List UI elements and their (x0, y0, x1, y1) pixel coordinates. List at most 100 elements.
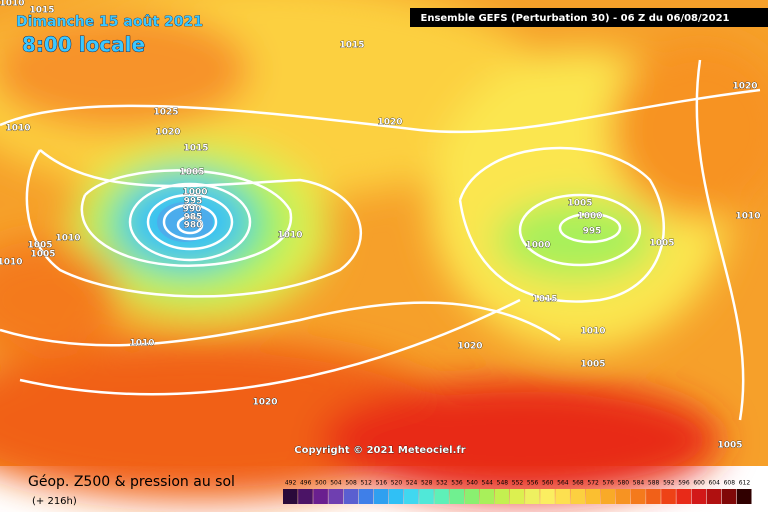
colorbar-swatch (434, 489, 449, 504)
colorbar-swatch (358, 489, 374, 504)
colorbar-label: 580 (618, 480, 630, 487)
colorbar-swatch (676, 489, 691, 504)
colorbar-label: 540 (466, 480, 478, 487)
isobar-label: 990 (183, 205, 202, 215)
colorbar-label: 612 (739, 480, 751, 487)
colorbar-label: 496 (300, 480, 312, 487)
isobar-label: 1020 (155, 128, 180, 138)
colorbar-label: 584 (633, 480, 645, 487)
colorbar-swatch (343, 489, 359, 504)
colorbar-label: 608 (724, 480, 736, 487)
colorbar-swatch (373, 489, 389, 504)
isobar-label: 1015 (183, 144, 208, 154)
colorbar-swatch (328, 489, 344, 504)
isobar-label: 1010 (0, 0, 25, 9)
isobar-label: 1020 (732, 82, 757, 92)
isobar-label: 995 (583, 227, 602, 237)
colorbar-label: 504 (330, 480, 342, 487)
colorbar-label: 508 (345, 480, 357, 487)
isobar-label: 1010 (0, 258, 23, 268)
colorbar-label: 500 (315, 480, 327, 487)
footer-lead: (+ 216h) (32, 496, 77, 507)
colorbar-label: 604 (708, 480, 720, 487)
colorbar-swatch (721, 489, 737, 504)
colorbar-swatch (313, 489, 328, 504)
colorbar-swatch (419, 489, 434, 504)
isobar-label: 1005 (580, 360, 605, 370)
model-bar (410, 8, 768, 27)
isobar-label: 1005 (717, 441, 742, 451)
colorbar-label: 528 (421, 480, 433, 487)
isobar-label: 1015 (339, 41, 364, 51)
isobar-label: 1005 (179, 168, 204, 178)
isobar-label: 1020 (377, 118, 402, 128)
colorbar-label: 524 (406, 480, 418, 487)
colorbar-swatch (736, 489, 752, 504)
colorbar-swatch (646, 489, 661, 504)
isobar-label: 1000 (182, 188, 207, 198)
colorbar-label: 512 (360, 480, 372, 487)
isobar-label: 1010 (5, 124, 30, 134)
colorbar-swatch (464, 489, 480, 504)
colorbar-label: 596 (678, 480, 690, 487)
colorbar-swatch (540, 489, 555, 504)
colorbar-swatch (691, 489, 707, 504)
isobar-label: 1020 (457, 342, 482, 352)
colorbar-label: 572 (587, 480, 599, 487)
colorbar-swatch (525, 489, 540, 504)
isobar-label: 1005 (27, 241, 52, 251)
colorbar-swatch (449, 489, 465, 504)
colorbar-swatch (585, 489, 601, 504)
colorbar-swatch (706, 489, 722, 504)
colorbar-label: 556 (527, 480, 539, 487)
isobar-label: 1010 (129, 339, 154, 349)
colorbar-label: 544 (482, 480, 494, 487)
date-title: Dimanche 15 août 2021 (16, 14, 203, 30)
isobar-label: 1005 (649, 239, 674, 249)
isobar-label: 1000 (577, 212, 602, 222)
colorbar-swatch (555, 489, 570, 504)
colorbar-swatch (479, 489, 495, 504)
colorbar-swatch (388, 489, 404, 504)
colorbar-swatch (404, 489, 419, 504)
colorbar-label: 564 (557, 480, 569, 487)
colorbar-label: 536 (451, 480, 463, 487)
isobar-labels: 1015101010151025102010101020101510051000… (0, 0, 761, 451)
isobar-label: 1015 (29, 6, 54, 16)
colorbar-label: 576 (603, 480, 615, 487)
isobar-label: 1005 (567, 199, 592, 209)
colorbar: 492 496 500 504 508 512 516 520 524 528 532 536 540 5… (283, 480, 752, 504)
colorbar-label: 516 (376, 480, 388, 487)
isobar-label: 1010 (277, 231, 302, 241)
colorbar-label: 588 (648, 480, 660, 487)
isobar-label: 1010 (735, 212, 760, 222)
colorbar-label: 532 (436, 480, 448, 487)
isobar-label: 1000 (525, 241, 550, 251)
isobar-label: 1010 (580, 327, 605, 337)
isobar-label: 980 (184, 221, 203, 231)
colorbar-swatch (298, 489, 313, 504)
colorbar-label: 592 (663, 480, 675, 487)
colorbar-swatch (661, 489, 676, 504)
colorbar-swatch (494, 489, 510, 504)
isobar-label: 985 (184, 213, 203, 223)
colorbar-swatch (570, 489, 586, 504)
isobar-label: 1015 (532, 295, 557, 305)
colorbar-swatch (615, 489, 631, 504)
colorbar-swatch (283, 489, 298, 504)
isobar-label: 1020 (252, 398, 277, 408)
colorbar-label: 492 (285, 480, 297, 487)
model-info: Ensemble GEFS (Perturbation 30) - 06 Z d… (421, 13, 730, 24)
footer-title: Géop. Z500 & pression au sol (28, 474, 235, 490)
isobar-label: 995 (184, 197, 203, 207)
isobars (0, 59, 761, 421)
colorbar-label: 560 (542, 480, 554, 487)
colorbar-label: 552 (512, 480, 524, 487)
colorbar-swatch (600, 489, 616, 504)
colorbar-swatch (630, 489, 646, 504)
colorbar-label: 520 (391, 480, 403, 487)
colorbar-label: 600 (693, 480, 705, 487)
isobar-label: 1005 (30, 250, 55, 260)
